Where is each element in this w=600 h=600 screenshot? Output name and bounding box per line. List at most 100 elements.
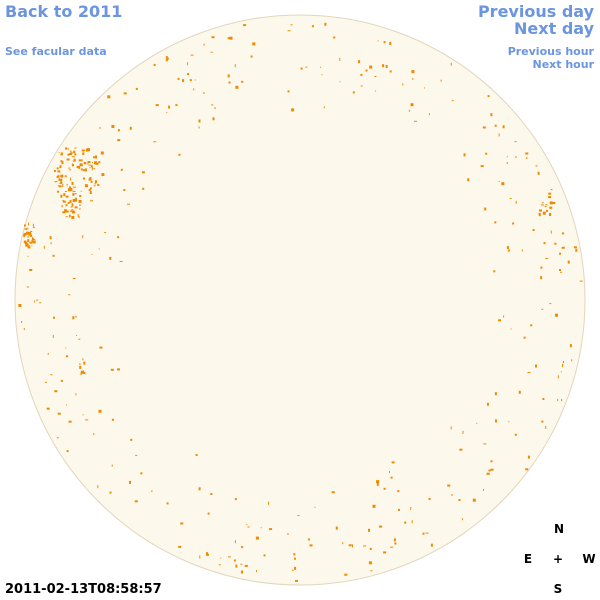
speck xyxy=(127,203,130,205)
speck xyxy=(24,228,26,230)
speck xyxy=(47,352,49,355)
speck xyxy=(490,468,494,471)
speck xyxy=(80,370,84,374)
speck xyxy=(24,240,27,243)
speck xyxy=(482,126,486,129)
next-hour-link[interactable]: Next hour xyxy=(532,58,595,71)
speck xyxy=(79,163,83,167)
speck xyxy=(523,336,526,339)
speck xyxy=(450,62,452,66)
speck xyxy=(412,77,414,80)
next-day-link[interactable]: Next day xyxy=(514,19,594,38)
speck xyxy=(71,210,75,214)
speck xyxy=(293,553,296,556)
speck xyxy=(498,319,501,322)
speck xyxy=(560,371,562,373)
speck xyxy=(467,178,470,182)
speck xyxy=(27,255,29,257)
solar-disk xyxy=(14,14,586,586)
speck xyxy=(539,209,542,212)
speck xyxy=(227,37,230,40)
speck xyxy=(535,165,538,167)
speck xyxy=(23,234,26,238)
speck xyxy=(372,504,376,508)
speck xyxy=(339,57,341,61)
speck xyxy=(300,67,303,70)
speck xyxy=(21,321,23,323)
speck xyxy=(389,471,390,473)
speck xyxy=(80,373,82,376)
speck xyxy=(305,66,308,68)
speck xyxy=(63,193,66,197)
speck xyxy=(459,448,463,451)
speck xyxy=(447,484,451,487)
speck xyxy=(79,195,82,197)
speck xyxy=(62,184,64,187)
speck xyxy=(89,187,92,190)
speck xyxy=(291,108,295,112)
speck xyxy=(198,119,201,123)
speck xyxy=(211,36,215,39)
speck xyxy=(227,556,231,558)
speck xyxy=(331,491,335,494)
speck xyxy=(29,234,32,237)
speck xyxy=(86,163,89,165)
speck xyxy=(383,487,386,490)
speck xyxy=(472,498,476,502)
speck xyxy=(541,420,544,423)
speck xyxy=(58,152,60,154)
speck xyxy=(525,468,529,471)
speck xyxy=(34,300,36,303)
previous-day-link[interactable]: Previous day xyxy=(477,2,594,21)
speck xyxy=(368,528,370,532)
speck xyxy=(508,421,510,423)
speck xyxy=(83,361,86,365)
speck xyxy=(50,374,53,376)
speck xyxy=(83,372,86,375)
speck xyxy=(98,248,100,250)
speck xyxy=(66,355,68,358)
speck xyxy=(494,392,497,396)
previous-hour-link[interactable]: Previous hour xyxy=(507,45,594,58)
speck xyxy=(507,249,510,252)
speck xyxy=(74,147,77,149)
speck xyxy=(569,344,572,348)
back-link[interactable]: Back to 2011 xyxy=(5,2,123,21)
speck xyxy=(548,196,552,199)
speck xyxy=(227,74,230,78)
speck xyxy=(93,433,95,436)
speck xyxy=(67,202,70,204)
speck xyxy=(501,182,505,186)
speck xyxy=(414,120,417,122)
compass-west: W xyxy=(582,552,596,566)
speck xyxy=(25,243,27,247)
speck xyxy=(123,189,126,191)
speck xyxy=(562,363,563,367)
speck xyxy=(194,79,196,81)
speck xyxy=(60,181,63,184)
speck xyxy=(440,79,442,82)
speck xyxy=(220,557,222,559)
speck xyxy=(129,480,131,484)
speck xyxy=(487,95,490,98)
speck xyxy=(68,167,71,169)
speck xyxy=(60,153,62,155)
speck xyxy=(107,95,110,98)
speck xyxy=(64,175,67,178)
speck xyxy=(375,90,377,92)
speck xyxy=(360,73,363,76)
speck xyxy=(554,242,557,245)
speck xyxy=(62,200,66,203)
speck xyxy=(71,163,73,167)
speck xyxy=(26,286,29,288)
speck xyxy=(549,303,552,305)
facular-link[interactable]: See facular data xyxy=(5,45,107,58)
speck xyxy=(60,174,64,178)
speck xyxy=(135,454,138,456)
speck xyxy=(490,460,493,463)
speck xyxy=(541,308,544,310)
speck xyxy=(369,547,372,550)
speck xyxy=(24,241,28,244)
speck xyxy=(549,213,551,216)
